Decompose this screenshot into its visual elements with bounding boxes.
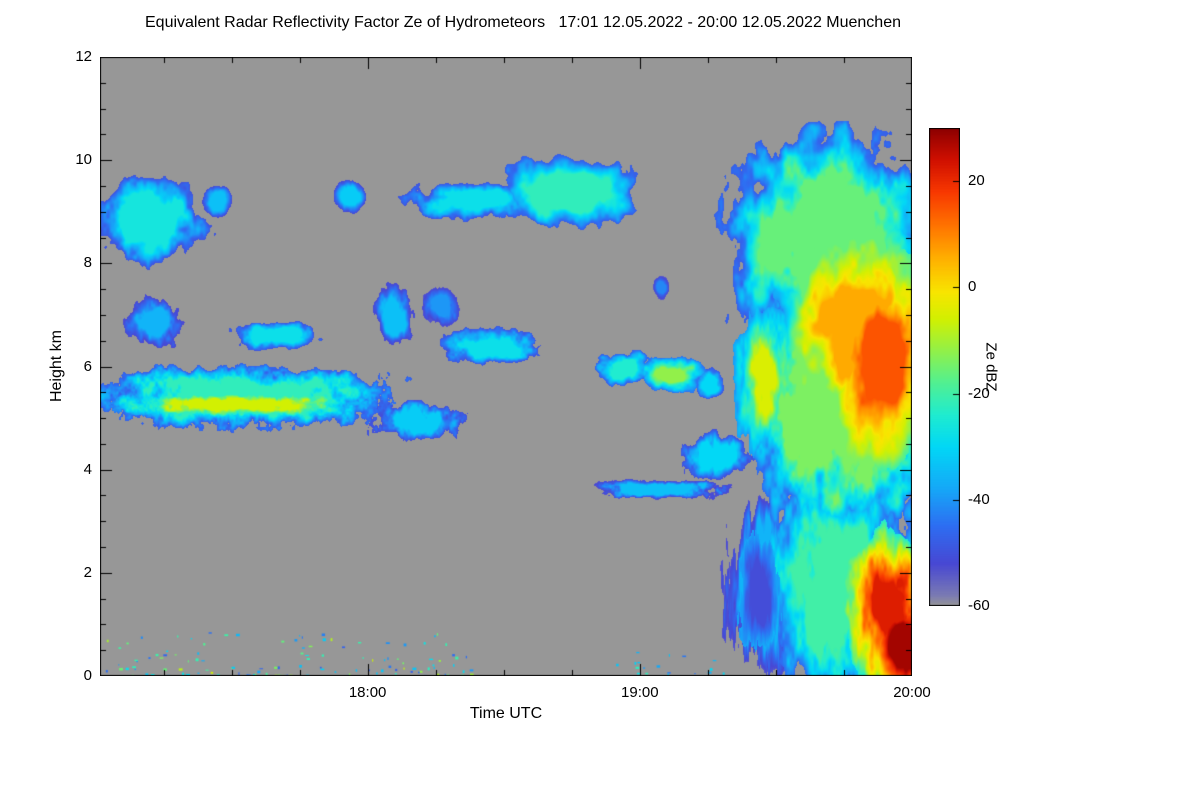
colorbar-tick-label: 20 xyxy=(968,172,985,190)
y-tick-label: 10 xyxy=(75,151,92,169)
y-tick-label: 0 xyxy=(83,667,92,684)
colorbar-canvas xyxy=(929,128,960,606)
colorbar-tick-label: -20 xyxy=(968,384,990,402)
x-tick-label: 18:00 xyxy=(348,684,387,701)
colorbar-tick-label: -40 xyxy=(968,490,990,508)
y-tick-label: 2 xyxy=(83,563,92,581)
x-axis-title: Time UTC xyxy=(469,705,543,722)
colorbar-tick-label: -60 xyxy=(968,597,990,614)
y-tick-label: 6 xyxy=(83,357,92,375)
x-tick-label: 19:00 xyxy=(621,684,659,701)
y-tick-label: 4 xyxy=(83,460,92,478)
x-tick-label: 20:00 xyxy=(893,684,931,701)
colorbar-tick-label: 0 xyxy=(968,278,977,296)
radar-heatmap-canvas xyxy=(100,57,912,676)
y-tick-label: 8 xyxy=(83,254,92,272)
y-tick-label: 12 xyxy=(75,48,92,65)
chart-title: Equivalent Radar Reflectivity Factor Ze … xyxy=(145,14,901,31)
